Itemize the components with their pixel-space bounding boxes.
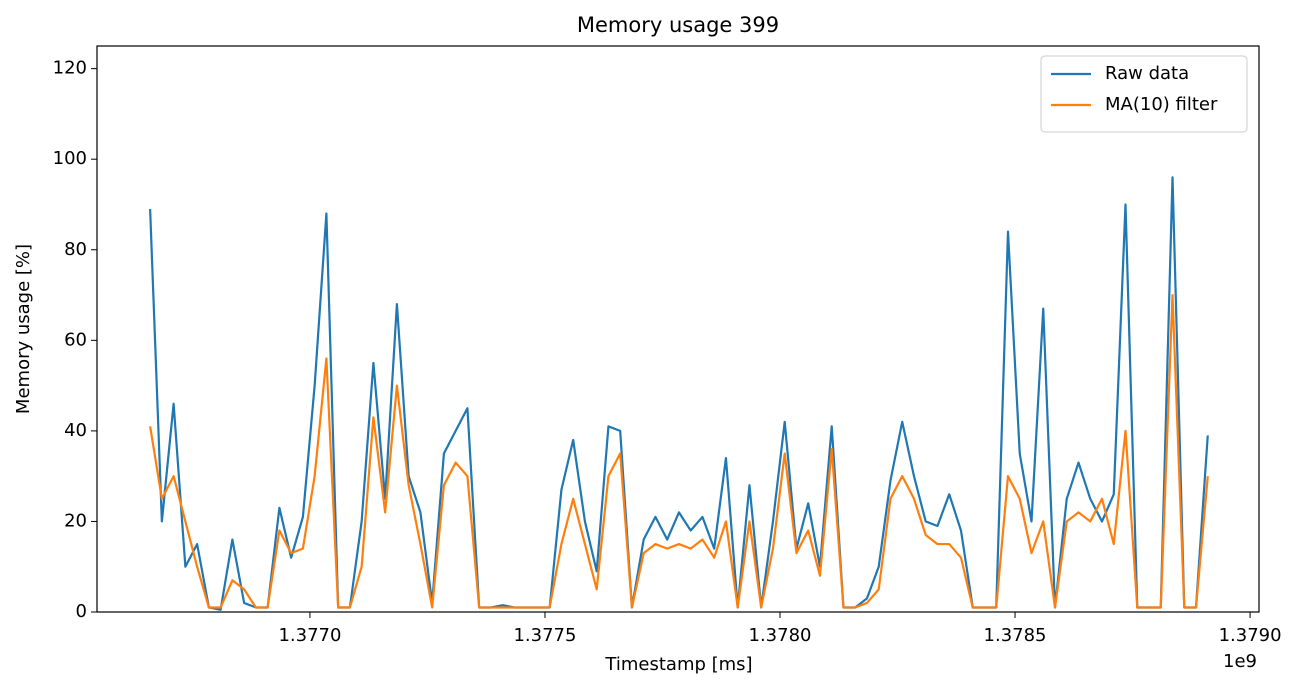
x-tick-label: 1.3785 bbox=[984, 625, 1047, 646]
data-line bbox=[149, 293, 1209, 609]
legend-label: Raw data bbox=[1105, 63, 1189, 84]
y-tick-label: 20 bbox=[64, 510, 87, 531]
y-tick-label: 120 bbox=[53, 58, 87, 79]
x-axis-label: Timestamp [ms] bbox=[604, 654, 752, 675]
plot-frame bbox=[96, 45, 1260, 613]
legend: Raw data MA(10) filter bbox=[1040, 55, 1248, 133]
y-tick-label: 80 bbox=[64, 239, 87, 260]
data-line bbox=[149, 176, 1209, 611]
y-tick-label: 0 bbox=[76, 601, 87, 622]
y-axis-label: Memory usage [%] bbox=[13, 244, 34, 414]
legend-label: MA(10) filter bbox=[1105, 94, 1218, 115]
legend-box bbox=[1040, 55, 1248, 133]
y-tick-label: 40 bbox=[64, 420, 87, 441]
x-offset-label: 1e9 bbox=[1223, 651, 1257, 672]
y-tick-label: 100 bbox=[53, 148, 87, 169]
x-tick-label: 1.3770 bbox=[278, 625, 341, 646]
y-tick-label: 60 bbox=[64, 329, 87, 350]
chart-title: Memory usage 399 bbox=[577, 13, 779, 37]
x-tick-label: 1.3780 bbox=[749, 625, 812, 646]
x-tick-label: 1.3790 bbox=[1219, 625, 1282, 646]
x-tick-label: 1.3775 bbox=[513, 625, 576, 646]
